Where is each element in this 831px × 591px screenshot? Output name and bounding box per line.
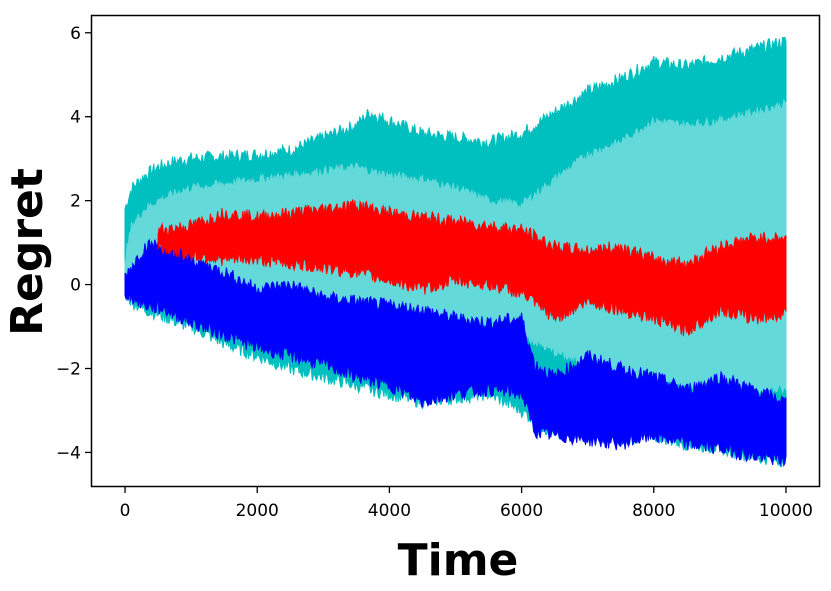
x-tick-label: 0 [120, 501, 131, 521]
plot-frame [90, 14, 821, 488]
y-tick-label: −4 [56, 443, 81, 463]
y-tick-label: −2 [56, 360, 81, 380]
y-axis-label: Regret [2, 168, 53, 336]
blue-band [124, 237, 787, 468]
y-tick-label: 0 [70, 276, 81, 296]
y-tick-label: 4 [70, 108, 81, 128]
x-tick-label: 8000 [632, 501, 675, 521]
x-axis: 0 2000 4000 6000 8000 10000 [120, 486, 813, 521]
red-band [157, 199, 787, 337]
y-tick-label: 6 [70, 24, 81, 44]
x-tick-label: 10000 [759, 501, 813, 521]
x-tick-label: 6000 [500, 501, 543, 521]
x-tick-label: 4000 [368, 501, 411, 521]
y-axis: −4 −2 0 2 4 6 [56, 24, 92, 463]
y-tick-label: 2 [70, 192, 81, 212]
x-axis-label: Time [398, 535, 519, 586]
plot-area [124, 36, 787, 468]
x-tick-label: 2000 [236, 501, 279, 521]
